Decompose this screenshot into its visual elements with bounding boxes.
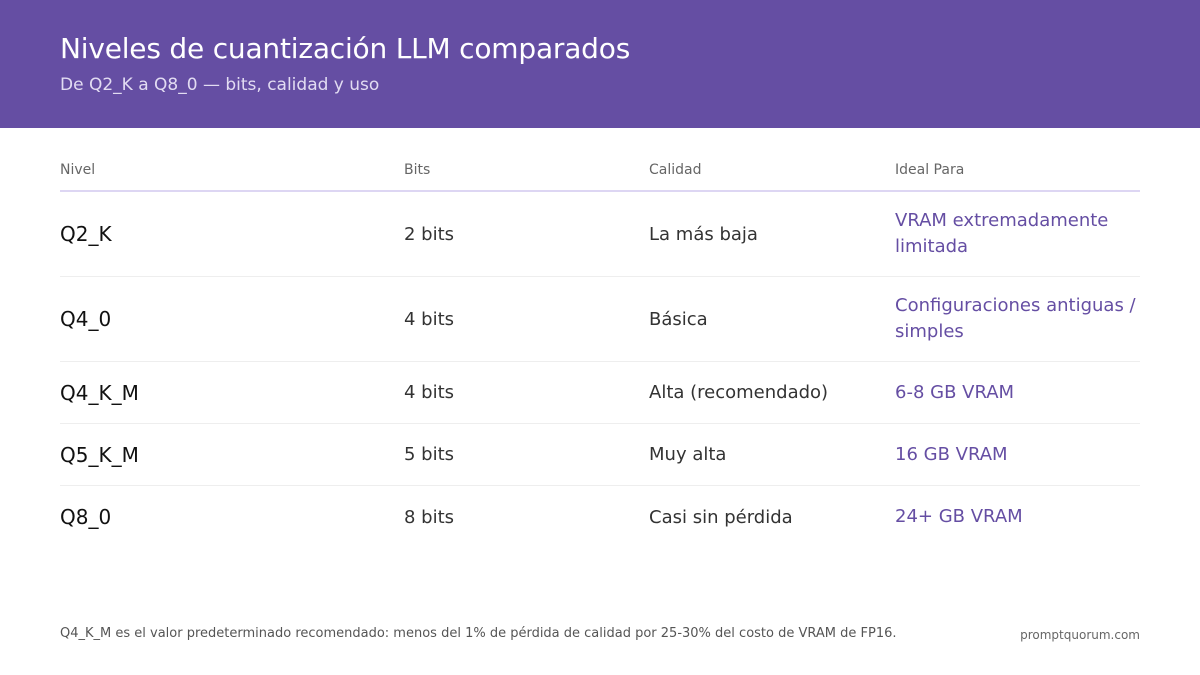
cell-quality: Muy alta (649, 444, 727, 465)
cell-ideal: 6-8 GB VRAM (895, 381, 1015, 403)
cell-quality: Casi sin pérdida (649, 506, 793, 528)
cell-level: Q8_0 (60, 505, 112, 529)
table-row: Q5_K_M 5 bits Muy alta 16 GB VRAM (60, 424, 1140, 486)
cell-ideal: 24+ GB VRAM (895, 506, 1023, 527)
cell-bits: 4 bits (404, 308, 455, 330)
cell-bits: 4 bits (404, 382, 455, 403)
footer-brand: promptquorum.com (1020, 628, 1140, 642)
cell-bits: 8 bits (404, 506, 455, 528)
cell-quality: La más baja (649, 223, 758, 245)
cell-ideal: Configuraciones antiguas / simples (895, 295, 1136, 342)
column-header-ideal: Ideal Para (895, 162, 965, 178)
cell-ideal: 16 GB VRAM (895, 443, 1008, 465)
cell-quality: Básica (649, 308, 708, 330)
table-row: Q4_0 4 bits Básica Configuraciones antig… (60, 277, 1140, 362)
table-row: Q4_K_M 4 bits Alta (recomendado) 6-8 GB … (60, 362, 1140, 424)
cell-level: Q4_K_M (60, 380, 139, 405)
cell-bits: 5 bits (404, 444, 455, 465)
cell-level: Q4_0 (60, 307, 112, 331)
cell-ideal: VRAM extremadamente limitada (895, 210, 1109, 257)
table-header: Nivel Bits Calidad Ideal Para (60, 150, 1140, 192)
column-header-bits: Bits (404, 162, 431, 178)
quantization-table: Nivel Bits Calidad Ideal Para Q2_K 2 bit… (60, 150, 1140, 548)
cell-level: Q5_K_M (60, 442, 139, 467)
cell-quality: Alta (recomendado) (649, 382, 829, 403)
cell-bits: 2 bits (404, 223, 455, 245)
table-row: Q8_0 8 bits Casi sin pérdida 24+ GB VRAM (60, 486, 1140, 548)
page-title: Niveles de cuantización LLM comparados (60, 32, 631, 65)
table-row: Q2_K 2 bits La más baja VRAM extremadame… (60, 192, 1140, 277)
header-banner: Niveles de cuantización LLM comparados D… (0, 0, 1200, 128)
column-header-level: Nivel (60, 162, 96, 178)
page-subtitle: De Q2_K a Q8_0 — bits, calidad y uso (60, 75, 380, 95)
footer-note: Q4_K_M es el valor predeterminado recome… (60, 626, 897, 641)
cell-level: Q2_K (60, 222, 112, 246)
column-header-quality: Calidad (649, 162, 702, 178)
